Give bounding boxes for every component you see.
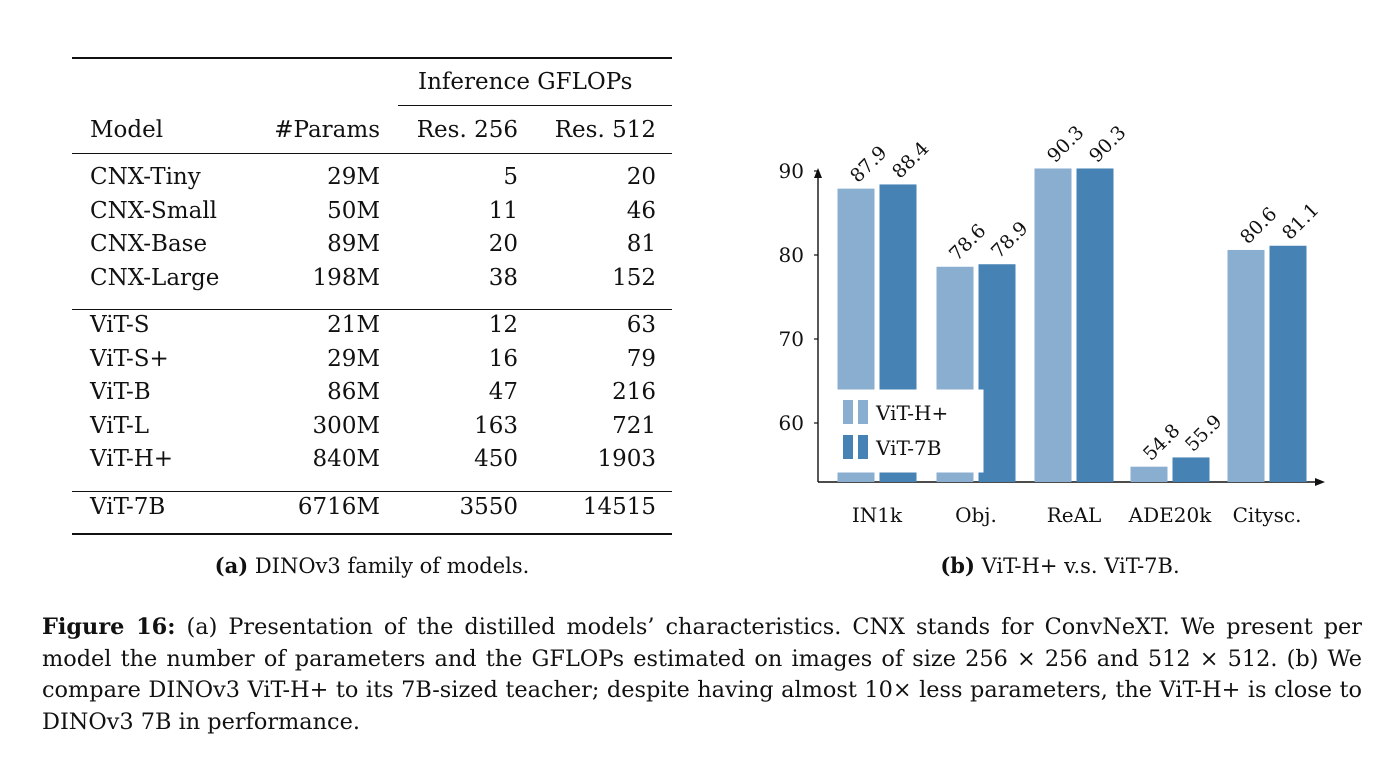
bar-vit-7b [1269, 245, 1307, 482]
subcaption-b: (b) ViT-H+ v.s. ViT-7B. [780, 552, 1340, 580]
x-category-label: Obj. [955, 503, 997, 527]
subcaption-a: (a) DINOv3 family of models. [72, 552, 672, 580]
table-cell-model: CNX-Base [90, 231, 208, 257]
table-cell-res256: 163 [474, 412, 518, 439]
table-cell-res256: 16 [488, 345, 518, 372]
table-bottom-rule [72, 533, 672, 535]
subcaption-b-label: (b) [940, 553, 975, 578]
table-cell-res256: 450 [474, 446, 518, 472]
y-tick-label: 70 [779, 327, 804, 351]
table-cell-res256: 12 [488, 312, 518, 338]
table-cell-params: 29M [327, 345, 380, 372]
table-cell-params: 840M [312, 446, 380, 472]
legend-swatch [858, 400, 868, 424]
table-cell-model: ViT-B [90, 379, 151, 405]
table-cell-model: ViT-S+ [90, 345, 169, 372]
table-cell-res512: 1903 [597, 446, 656, 472]
table-cell-params: 300M [312, 412, 380, 439]
figure-caption-text: (a) Presentation of the distilled models… [42, 614, 1362, 735]
table-header-res256: Res. 256 [416, 117, 518, 143]
subcaption-a-text: DINOv3 family of models. [254, 554, 530, 578]
subcaption-b-text: ViT-H+ v.s. ViT-7B. [981, 554, 1180, 578]
bar-chart: 60 70 80 90 87.988.4 IN1k 78.678.9 Obj. 90.390.3… [779, 122, 1325, 527]
bar-vit-h- [1227, 249, 1265, 482]
table-cell-res512: 63 [626, 312, 656, 338]
y-tick-label: 80 [779, 243, 804, 267]
bar-value-label: 88.4 [888, 137, 933, 182]
bar-value-label: 90.3 [1043, 122, 1088, 167]
legend-label: ViT-7B [875, 436, 941, 460]
x-category-label: ReAL [1047, 503, 1102, 527]
legend-swatch [843, 435, 853, 459]
table-cell-model: CNX-Large [90, 264, 220, 291]
bar-vit-7b [1172, 457, 1210, 482]
table-cell-res256: 38 [488, 264, 518, 291]
table-cell-res256: 20 [488, 231, 518, 257]
table-cell-res512: 721 [612, 412, 656, 439]
table-cell-params: 50M [327, 197, 380, 224]
table-header-params: #Params [274, 117, 380, 143]
table-cell-res512: 81 [626, 231, 656, 257]
table-cell-res512: 46 [626, 197, 656, 224]
bar-vit-7b [978, 264, 1016, 482]
bar-value-label: 81.1 [1278, 199, 1323, 244]
bar-vit-7b [1076, 168, 1114, 483]
y-tick-label: 60 [779, 411, 804, 435]
bar-value-label: 78.9 [987, 217, 1032, 262]
x-axis-arrow [1315, 478, 1325, 486]
y-axis-arrow [814, 168, 822, 178]
table-cell-res256: 11 [488, 197, 518, 224]
table-header-res512: Res. 512 [554, 117, 656, 143]
table-cell-params: 21M [327, 312, 380, 338]
table-header-rule [72, 153, 672, 154]
table-cell-params: 6716M [297, 493, 380, 520]
table-group-header: Inference GFLOPs [418, 69, 633, 95]
table-cell-res256: 5 [503, 164, 518, 190]
figure-caption: Figure 16: (a) Presentation of the disti… [42, 612, 1362, 738]
models-table: Inference GFLOPs Model #Params Res. 256 … [72, 57, 672, 537]
table-header-model: Model [90, 117, 164, 143]
table-cell-params: 198M [312, 264, 380, 291]
table-cell-res512: 152 [612, 264, 656, 291]
x-category-label: IN1k [852, 503, 903, 527]
table-cell-model: CNX-Small [90, 197, 218, 224]
table-group-rule [398, 105, 672, 106]
table-cell-res512: 14515 [582, 493, 656, 520]
table-cell-res256: 3550 [459, 493, 518, 520]
subcaption-a-label: (a) [214, 553, 249, 578]
table-cell-params: 89M [327, 231, 380, 257]
x-category-label: ADE20k [1128, 503, 1213, 527]
bar-value-label: 80.6 [1236, 203, 1281, 248]
table-cell-res512: 79 [626, 345, 656, 372]
table-cell-res512: 216 [612, 379, 656, 405]
bar-value-label: 78.6 [945, 220, 990, 265]
bar-value-label: 87.9 [846, 142, 891, 187]
table-cell-model: ViT-S [90, 312, 150, 338]
table-group-rule [72, 309, 672, 310]
figure-caption-label: Figure 16: [42, 614, 176, 640]
table-cell-res256: 47 [488, 379, 518, 405]
table-cell-params: 29M [327, 164, 380, 190]
table-group-rule [72, 490, 672, 492]
table-cell-model: ViT-L [90, 412, 149, 439]
bar-vit-h- [1130, 466, 1168, 482]
bar-value-label: 55.9 [1181, 410, 1226, 455]
bar-value-label: 90.3 [1085, 122, 1130, 167]
table-cell-model: CNX-Tiny [90, 164, 201, 190]
legend-swatch [843, 400, 853, 424]
x-category-label: Citysc. [1233, 503, 1302, 527]
table-cell-res512: 20 [626, 164, 656, 190]
bar-vit-h- [1034, 168, 1072, 483]
y-tick-label: 90 [779, 159, 804, 183]
legend-label: ViT-H+ [875, 401, 948, 425]
table-cell-model: ViT-H+ [90, 446, 174, 472]
table-cell-params: 86M [327, 379, 380, 405]
legend-swatch [858, 435, 868, 459]
table-top-rule [72, 57, 672, 59]
table-cell-model: ViT-7B [90, 493, 166, 520]
